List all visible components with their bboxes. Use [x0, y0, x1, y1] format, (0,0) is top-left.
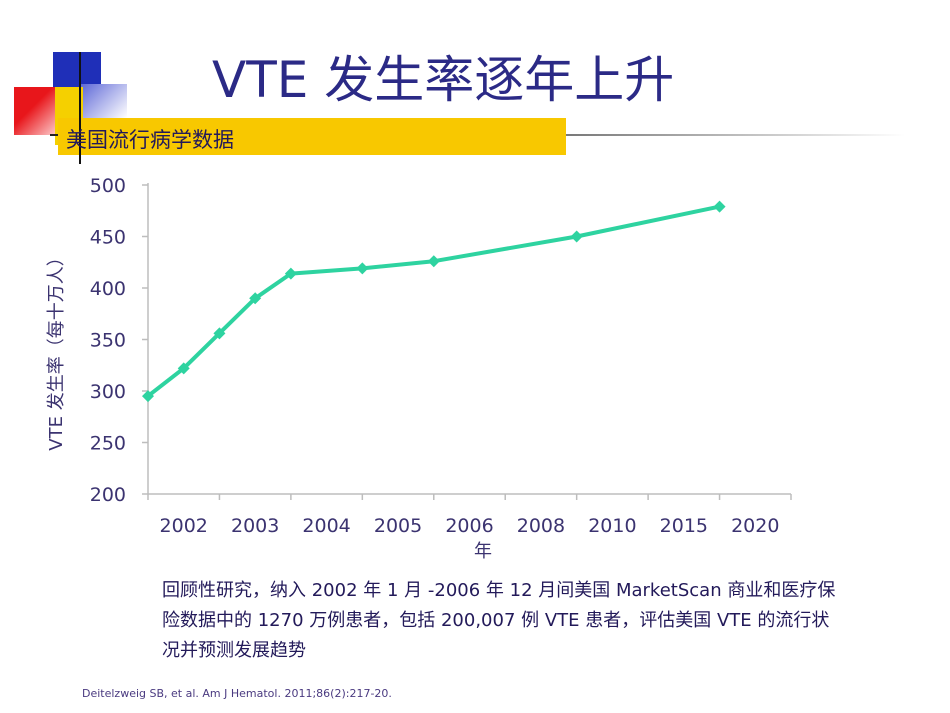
subtitle-banner: [58, 118, 566, 155]
y-tick-label: 500: [90, 175, 126, 197]
series-line: [146, 204, 721, 398]
y-tick-label: 250: [90, 433, 126, 455]
x-axis-label: 年: [474, 541, 492, 562]
data-point: [177, 362, 190, 375]
slide-subtitle: 美国流行病学数据: [66, 128, 234, 152]
citation: Deitelzweig SB, et al. Am J Hematol. 201…: [82, 687, 392, 700]
y-tick-label: 200: [90, 484, 126, 506]
y-tick-label: 400: [90, 278, 126, 300]
data-point: [356, 262, 369, 275]
y-tick-label: 350: [90, 330, 126, 352]
x-tick-label: 2006: [445, 515, 493, 537]
x-tick-label: 2015: [660, 515, 708, 537]
x-tick-label: 2004: [302, 515, 350, 537]
data-point: [284, 267, 297, 280]
y-tick-label: 450: [90, 227, 126, 249]
y-tick-label: 300: [90, 381, 126, 403]
x-tick-label: 2003: [231, 515, 279, 537]
x-tick-label: 2010: [588, 515, 636, 537]
data-point: [213, 327, 226, 340]
x-tick-label: 2002: [160, 515, 208, 537]
y-tick-labels: 200 250 300 350 400 450 500: [90, 175, 126, 506]
x-tick-label: 2005: [374, 515, 422, 537]
data-point: [249, 292, 262, 305]
data-points: [142, 200, 726, 403]
data-point: [427, 255, 440, 268]
data-point: [142, 390, 154, 403]
decor-red-square: [14, 87, 62, 135]
x-tick-label: 2008: [517, 515, 565, 537]
y-axis-label: VTE 发生率（每十万人）: [46, 248, 67, 450]
data-point: [570, 230, 583, 243]
x-tick-labels: 2002 2003 2004 2005 2006 2008 2010 2015 2020: [160, 515, 780, 537]
chart-axes: [142, 183, 792, 500]
x-tick-label: 2020: [731, 515, 779, 537]
data-point: [713, 200, 726, 213]
slide-title: VTE 发生率逐年上升: [212, 51, 675, 109]
study-note: 回顾性研究，纳入 2002 年 1 月 -2006 年 12 月间美国 Mark…: [162, 580, 836, 661]
decor-vertical-rule: [79, 52, 81, 164]
